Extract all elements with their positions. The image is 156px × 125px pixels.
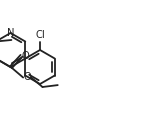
Text: O: O [23,72,31,83]
Text: O: O [22,51,29,61]
Text: N: N [7,28,15,38]
Text: Cl: Cl [35,30,45,40]
